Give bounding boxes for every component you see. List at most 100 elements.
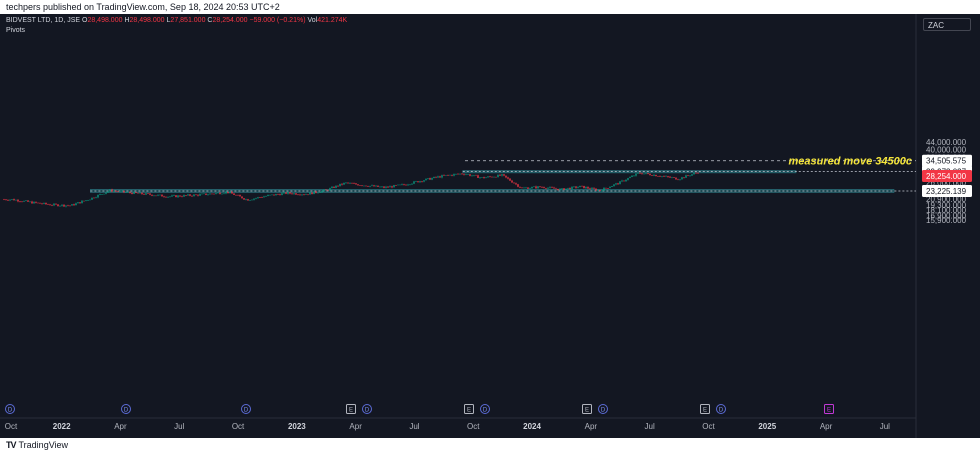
candle-body bbox=[253, 198, 255, 200]
candle-body bbox=[267, 195, 269, 197]
candle-body bbox=[559, 188, 561, 191]
candle-body bbox=[59, 205, 61, 207]
candle-body bbox=[671, 177, 673, 178]
candle-body bbox=[505, 175, 507, 178]
footer-bar: TV TradingView bbox=[0, 438, 980, 454]
candle-body bbox=[577, 187, 579, 188]
candle-body bbox=[455, 173, 457, 175]
candle-body bbox=[93, 197, 95, 199]
time-axis-label: Jul bbox=[409, 422, 419, 431]
candle-body bbox=[689, 175, 691, 177]
candle-body bbox=[379, 186, 381, 188]
candle-body bbox=[587, 187, 589, 189]
candle-body bbox=[657, 176, 659, 177]
candle-body bbox=[583, 185, 585, 189]
currency-selector[interactable]: ZAC bbox=[923, 18, 971, 31]
candle-body bbox=[421, 181, 423, 182]
candle-body bbox=[633, 175, 635, 177]
candle-body bbox=[543, 187, 545, 189]
candle-body bbox=[209, 193, 211, 195]
candle-body bbox=[47, 204, 49, 205]
dividend-event-icon bbox=[241, 404, 251, 414]
candle-body bbox=[69, 205, 71, 207]
price-axis-label: 15,900.000 bbox=[926, 216, 967, 225]
candle-body bbox=[343, 182, 345, 185]
price-axis-label: 16,900.000 bbox=[926, 211, 967, 220]
candle-body bbox=[39, 202, 41, 204]
candle-body bbox=[27, 200, 29, 202]
candle-body bbox=[175, 195, 177, 198]
candle-body bbox=[65, 205, 67, 207]
dividend-event-letter: D bbox=[719, 408, 724, 414]
candle-body bbox=[9, 199, 11, 201]
candle-body bbox=[37, 202, 39, 204]
tradingview-brand: TradingView bbox=[18, 440, 69, 450]
candle-body bbox=[55, 203, 57, 205]
pivots-indicator[interactable]: Pivots bbox=[6, 27, 26, 34]
candle-body bbox=[623, 180, 625, 182]
candle-body bbox=[547, 187, 549, 189]
dividend-event-icon bbox=[121, 404, 131, 414]
chart-pane[interactable]: measured move 34500c 44,000.000 40,000.000… bbox=[0, 14, 980, 438]
candle-body bbox=[329, 188, 331, 191]
candle-body bbox=[655, 174, 657, 177]
candle-body bbox=[555, 188, 557, 190]
candle-body bbox=[465, 174, 467, 176]
candle-body bbox=[695, 172, 697, 174]
open-key: O bbox=[82, 17, 88, 24]
candle-body bbox=[405, 184, 407, 186]
dividend-event-letter: D bbox=[8, 408, 13, 414]
candle-body bbox=[21, 201, 23, 203]
candle-body bbox=[397, 184, 399, 186]
candle-body bbox=[111, 189, 113, 192]
candle-body bbox=[457, 173, 459, 175]
candle-body bbox=[83, 200, 85, 202]
candle-body bbox=[43, 202, 45, 204]
dividend-event-letter: D bbox=[244, 408, 249, 414]
candle-body bbox=[599, 189, 601, 191]
candle-body bbox=[389, 186, 391, 188]
candle-body bbox=[197, 194, 199, 196]
candle-body bbox=[413, 181, 415, 184]
candle-body bbox=[485, 177, 487, 179]
candle-body bbox=[661, 176, 663, 177]
candle-body bbox=[161, 194, 163, 197]
vol-value: 421.274K bbox=[317, 17, 348, 24]
candle-body bbox=[557, 188, 559, 191]
candle-body bbox=[141, 192, 143, 195]
candle-body bbox=[433, 176, 435, 179]
tradingview-logo[interactable]: TV TradingView bbox=[6, 440, 68, 450]
candle-body bbox=[181, 196, 183, 198]
candle-body bbox=[67, 205, 69, 207]
candle-body bbox=[279, 194, 281, 196]
time-axis-label: Oct bbox=[467, 422, 480, 431]
candle-body bbox=[143, 194, 145, 195]
low-key: L bbox=[166, 17, 171, 24]
candle-body bbox=[159, 194, 161, 196]
dividend-event-icon bbox=[716, 404, 726, 414]
time-axis-label: Jul bbox=[645, 422, 655, 431]
candle-body bbox=[417, 181, 419, 183]
candle-body bbox=[317, 192, 319, 194]
candle-body bbox=[251, 199, 253, 201]
candle-body bbox=[437, 176, 439, 178]
candle-body bbox=[107, 191, 109, 193]
candle-body bbox=[513, 182, 515, 184]
candle-body bbox=[595, 188, 597, 191]
dividend-event-letter: D bbox=[601, 408, 606, 414]
candle-body bbox=[521, 187, 523, 189]
price-chart[interactable]: measured move 34500c 44,000.00040,000.000… bbox=[0, 14, 980, 438]
candle-body bbox=[371, 185, 373, 186]
candle-body bbox=[77, 202, 79, 204]
candle-body bbox=[121, 190, 123, 192]
candle-body bbox=[501, 174, 503, 176]
candle-body bbox=[289, 192, 291, 194]
candle-body bbox=[495, 176, 497, 178]
earnings-event-letter: E bbox=[703, 408, 707, 414]
candle-body bbox=[333, 186, 335, 188]
candle-body bbox=[425, 178, 427, 181]
earnings-event-letter: E bbox=[827, 408, 831, 414]
candle-body bbox=[25, 200, 27, 202]
candle-body bbox=[33, 201, 35, 204]
candle-body bbox=[645, 173, 647, 174]
